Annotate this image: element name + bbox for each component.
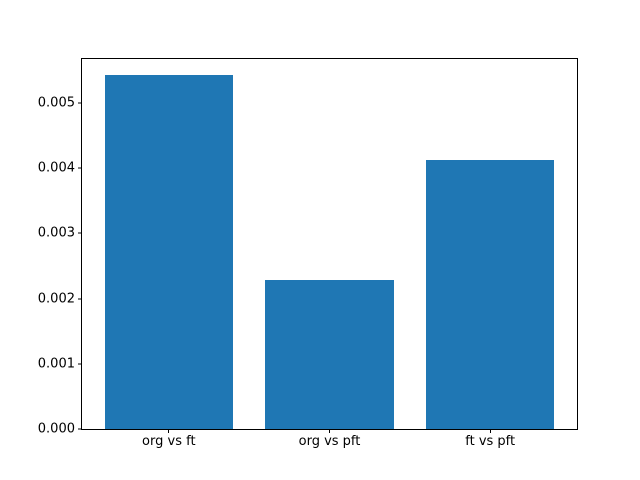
x-tick-mark — [168, 429, 170, 433]
x-tick-label-ft-vs-pft: ft vs pft — [465, 434, 516, 449]
y-tick-mark — [78, 298, 82, 299]
y-tick-mark — [78, 363, 82, 365]
x-tick-label-org-vs-pft: org vs pft — [298, 434, 361, 449]
y-tick-label: 0.003 — [37, 225, 75, 241]
y-tick-label: 0.005 — [37, 95, 75, 111]
y-tick-label: 0.000 — [37, 421, 75, 437]
bar-org-vs-ft — [104, 75, 234, 429]
plot-area: 0.000 0.001 0.002 0.003 0.004 0.005 org vs ft o… — [38, 58, 578, 449]
y-tick-label: 0.004 — [37, 160, 75, 176]
y-tick-mark — [78, 232, 82, 234]
bar-ft-vs-pft — [425, 160, 555, 429]
y-tick-mark — [78, 167, 82, 169]
bar-org-vs-pft — [265, 280, 394, 429]
y-tick-mark — [78, 102, 82, 104]
x-tick-label-org-vs-ft: org vs ft — [142, 434, 196, 449]
x-tick-mark — [489, 429, 491, 433]
y-tick-label: 0.002 — [37, 291, 75, 306]
y-tick-mark — [78, 428, 82, 430]
x-tick-mark — [329, 429, 330, 433]
y-tick-label: 0.001 — [37, 356, 75, 372]
